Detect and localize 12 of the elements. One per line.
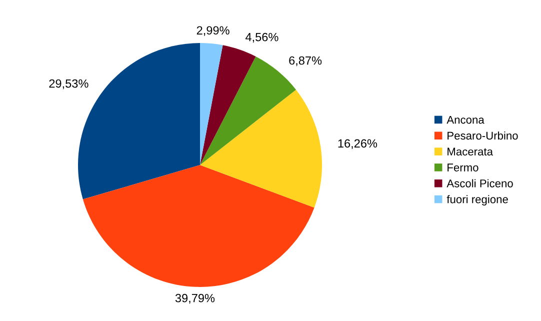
data-label: 6,87% xyxy=(289,56,322,66)
data-label: 2,99% xyxy=(196,26,230,36)
legend-label: Macerata xyxy=(448,148,493,156)
legend-label: Fermo xyxy=(448,164,478,172)
data-label: 29,53% xyxy=(49,79,88,90)
data-label: 4,56% xyxy=(245,32,278,43)
legend-label: Ancona xyxy=(446,116,484,124)
legend-label: Ascoli Piceno xyxy=(446,179,513,188)
data-label: 39,79% xyxy=(175,294,215,304)
data-label: 16,26% xyxy=(338,139,378,149)
legend-label: Pesaro-Urbino xyxy=(448,131,518,140)
legend-label: fuori regione xyxy=(446,195,508,206)
